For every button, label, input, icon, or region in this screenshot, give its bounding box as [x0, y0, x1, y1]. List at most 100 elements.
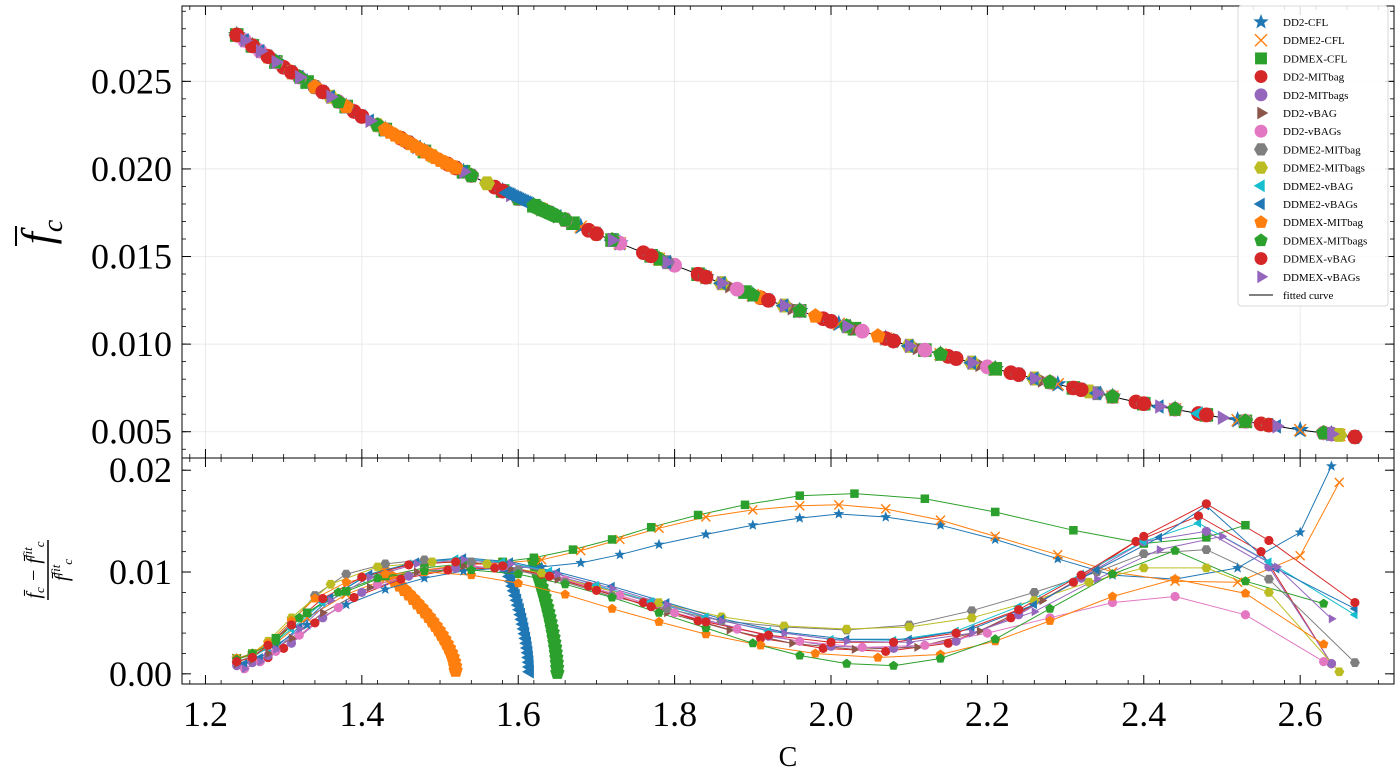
bottom-panel-markers [231, 460, 1360, 677]
residual-point-DDMEX-vBAG [1264, 535, 1274, 546]
residual-point-DDMEX-MITbags [841, 658, 852, 668]
residual-point-DDME2-vBAGs [239, 659, 248, 669]
residual-point-DDMEX-vBAGs [507, 559, 516, 569]
residual-point-DDMEX-MITbag [341, 577, 351, 587]
top-y-tick-label: 0.005 [91, 412, 172, 452]
x-tick-label: 2.4 [1121, 694, 1166, 734]
top-cluster-point-DDMEX-MITbag [448, 159, 464, 175]
top-point-DDMEX-vBAG [948, 351, 964, 366]
residual-point-DD2-CFL [614, 549, 626, 560]
residual-point-DDMEX-MITbags [888, 660, 899, 670]
residual-point-DDMEX-vBAG [1076, 570, 1086, 580]
spike-point-DDMEX-MITbag [448, 663, 463, 677]
legend-marker-DDMEX-MITbags [1254, 233, 1268, 247]
legend-marker-DDME2-MITbags [1254, 161, 1268, 174]
top-point-DDMEX-vBAGs [459, 164, 472, 179]
residual-point-DDMEX-MITbags [372, 573, 383, 583]
top-panel-markers [228, 25, 1363, 445]
residual-point-DDMEX-vBAGs [367, 572, 375, 582]
residual-point-DDMEX-MITbags [1318, 598, 1329, 608]
legend-label-DDMEX-MITbag: DDMEX-MITbag [1283, 217, 1364, 229]
legend-label-fitted curve: fitted curve [1283, 290, 1334, 302]
legend-marker-DDME2-vBAG [1253, 179, 1265, 193]
x-tick-label: 2.0 [809, 694, 854, 734]
residual-point-DDMEX-vBAG [357, 572, 367, 582]
top-point-DDMEX-MITbag [807, 308, 823, 323]
residual-point-DDME2-MITbag [419, 555, 430, 565]
top-point-DDMEX-vBAG [1011, 367, 1027, 382]
residual-point-DDMEX-MITbag [310, 593, 320, 603]
legend-marker-DD2-vBAGs [1254, 124, 1268, 138]
residual-point-DDMEX-MITbags [935, 653, 946, 663]
top-point-DD2-vBAGs [854, 323, 870, 339]
x-tick-label: 1.6 [496, 694, 541, 734]
residual-point-DDMEX-MITbags [1170, 545, 1180, 555]
residual-point-DDME2-CFL [833, 499, 844, 510]
residual-point-DDME2-vBAG [1263, 557, 1272, 567]
residual-point-DDMEX-MITbags [294, 612, 304, 622]
axis-ticks [182, 6, 1394, 684]
residual-point-DDMEX-vBAG [888, 637, 899, 647]
residual-point-DD2-MITbag [1193, 511, 1204, 521]
fitted-curve [232, 31, 1355, 438]
top-point-DDMEX-vBAG [1198, 407, 1214, 423]
residual-point-DDMEX-MITbags [654, 607, 664, 617]
top-point-DDMEX-vBAGs [256, 43, 269, 59]
residual-point-DD2-vBAGs [795, 636, 805, 646]
residual-point-DD2-MITbag [1256, 547, 1266, 557]
residual-point-DD2-vBAG [914, 642, 923, 652]
residual-point-DDME2-MITbags [1084, 577, 1094, 587]
residual-point-DD2-vBAGs [732, 624, 742, 634]
top-point-DDMEX-vBAGs [1092, 385, 1106, 401]
residual-point-DDME2-CFL [1295, 550, 1306, 561]
residual-point-DDMEX-vBAG [544, 571, 555, 581]
residual-point-DDME2-MITbags [427, 557, 438, 567]
residual-point-DD2-MITbag [818, 643, 828, 653]
legend-label-DD2-MITbags: DD2-MITbags [1283, 90, 1348, 102]
residual-point-DDMEX-vBAGs [609, 583, 618, 593]
top-point-DDMEX-MITbags [745, 287, 761, 302]
residual-point-DDME2-CFL [935, 515, 946, 526]
top-point-DDMEX-vBAG [761, 292, 776, 308]
residual-point-DDME2-MITbags [904, 622, 915, 632]
residual-point-DD2-CFL [747, 519, 759, 530]
residual-point-DD2-vBAG [367, 582, 375, 592]
residual-point-DDME2-MITbags [536, 568, 547, 578]
top-point-DDMEX-vBAGs [905, 338, 918, 354]
top-point-DDMEX-vBAGs [1272, 419, 1286, 434]
residual-point-DD2-CFL [575, 557, 587, 568]
legend-label-DDME2-CFL: DDME2-CFL [1283, 35, 1345, 47]
residual-point-DDMEX-MITbags [1240, 576, 1251, 586]
residual-point-DDMEX-MITbags [748, 638, 758, 648]
legend-marker-DD2-vBAG [1257, 106, 1269, 120]
residual-point-DDME2-MITbags [1138, 563, 1149, 573]
residual-point-DDME2-CFL [1334, 477, 1345, 488]
residual-point-DD2-CFL [794, 512, 806, 523]
top-point-DDME2-MITbags [479, 176, 495, 191]
residual-point-DDMEX-vBAGs [1156, 545, 1165, 555]
bottom-panel-frame [181, 457, 1395, 685]
residual-point-DD2-vBAGs [982, 628, 992, 638]
legend-label-DDMEX-CFL: DDMEX-CFL [1283, 53, 1347, 65]
residual-point-DDMEX-MITbags [333, 587, 344, 597]
legend-marker-DDME2-MITbag [1254, 143, 1268, 156]
residual-point-DDME2-MITbag [341, 569, 352, 579]
top-point-DD2-vBAGs [917, 342, 933, 358]
residual-point-DDMEX-vBAGs [1328, 614, 1337, 624]
residual-point-DD2-MITbag [443, 565, 453, 575]
residual-point-DDMEX-vBAG [1201, 499, 1211, 509]
residual-point-DDME2-CFL [653, 523, 664, 534]
legend-label-DD2-vBAGs: DD2-vBAGs [1283, 126, 1341, 138]
top-point-DDMEX-vBAGs [842, 319, 855, 334]
top-y-tick-label: 0.025 [91, 61, 172, 101]
residual-point-DDMEX-vBAGs [1031, 607, 1040, 617]
residual-point-DDME2-MITbags [372, 562, 383, 572]
legend-label-DDMEX-MITbags: DDMEX-MITbags [1283, 235, 1367, 247]
top-point-DDMEX-vBAGs [717, 275, 730, 291]
residual-point-DD2-CFL [833, 508, 845, 519]
legend-marker-DDMEX-CFL [1255, 52, 1267, 65]
residual-point-DDME2-MITbag [1263, 574, 1274, 584]
top-point-DDMEX-vBAGs [662, 254, 676, 270]
residual-point-DDMEX-vBAG [247, 652, 257, 663]
svg-text:f̄fitc: f̄fitc [48, 559, 75, 581]
